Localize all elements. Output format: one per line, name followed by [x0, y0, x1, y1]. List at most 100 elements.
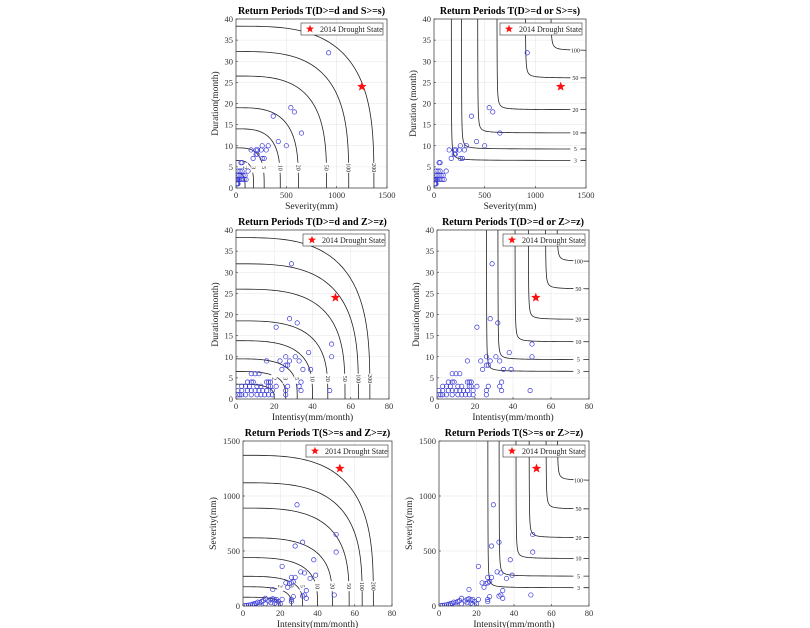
legend: 2014 Drought State: [305, 444, 389, 458]
drought-2014-star-icon: [357, 81, 367, 91]
svg-text:25: 25: [423, 77, 432, 87]
contour-line-3: [487, 441, 589, 589]
svg-text:20: 20: [426, 310, 435, 320]
svg-text:1500: 1500: [223, 436, 240, 446]
svg-text:60: 60: [347, 401, 356, 411]
chart-title: Return Periods T(S>=s or Z>=z): [445, 428, 584, 439]
contour-line-5: [461, 19, 586, 150]
svg-text:2: 2: [270, 377, 276, 380]
svg-text:5: 5: [430, 373, 434, 383]
chart-title: Return Periods T(S>=s and Z>=z): [245, 428, 390, 439]
observed-droughts: [439, 502, 536, 606]
drought-2014-star-icon: [330, 292, 341, 302]
svg-text:5: 5: [427, 162, 431, 172]
svg-text:10: 10: [276, 165, 282, 171]
legend: 2014 Drought State: [502, 233, 586, 247]
legend: 2014 Drought State: [302, 233, 386, 247]
svg-text:2: 2: [241, 166, 247, 169]
svg-text:5: 5: [577, 574, 580, 580]
svg-text:40: 40: [308, 401, 317, 411]
svg-text:0: 0: [234, 401, 238, 411]
x-axis-label: Intensity(mm/month): [277, 619, 358, 628]
svg-text:25: 25: [225, 77, 234, 87]
svg-text:25: 25: [426, 288, 435, 298]
svg-text:50: 50: [341, 376, 347, 382]
legend-star-icon: [508, 446, 516, 455]
svg-text:0: 0: [234, 190, 238, 200]
contour-labels: 3 5 10 20 50 100: [573, 477, 584, 592]
svg-text:0: 0: [437, 608, 441, 618]
tick-labels: 0 20 40 60 80 0 500 1000 1500: [419, 436, 593, 618]
svg-text:60: 60: [351, 608, 360, 618]
svg-text:20: 20: [276, 608, 285, 618]
contour-lines: [236, 25, 375, 188]
contour-line-5: [497, 230, 589, 360]
svg-text:1000: 1000: [419, 491, 436, 501]
svg-text:30: 30: [423, 56, 432, 66]
svg-text:100: 100: [354, 374, 360, 383]
x-axis-label: Severity(mm): [285, 201, 338, 212]
contour-line-10: [477, 19, 586, 134]
svg-text:0: 0: [236, 601, 240, 611]
y-axis-label: Duration(month): [210, 282, 221, 346]
legend-label: 2014 Drought State: [522, 447, 585, 456]
svg-text:80: 80: [585, 608, 594, 618]
svg-text:40: 40: [510, 608, 519, 618]
svg-text:0: 0: [229, 394, 233, 404]
svg-text:40: 40: [423, 14, 432, 24]
svg-text:20: 20: [472, 608, 481, 618]
drought-2014-star-icon: [531, 292, 541, 302]
svg-text:15: 15: [225, 120, 234, 130]
svg-text:15: 15: [426, 331, 435, 341]
svg-text:15: 15: [225, 331, 234, 341]
contour-line-10: [236, 128, 281, 188]
svg-text:35: 35: [225, 35, 234, 45]
y-axis-label: Duration(month): [210, 71, 221, 135]
svg-text:35: 35: [423, 35, 432, 45]
svg-text:1000: 1000: [328, 190, 345, 200]
svg-text:500: 500: [280, 190, 293, 200]
x-axis-label: Intensity(mm/month): [473, 619, 554, 628]
svg-text:10: 10: [576, 557, 582, 563]
svg-text:60: 60: [547, 608, 556, 618]
contour-line-10: [514, 230, 589, 343]
x-axis-label: Severity(mm): [484, 201, 537, 212]
svg-text:5: 5: [260, 166, 266, 169]
svg-text:40: 40: [426, 225, 435, 235]
legend-star-icon: [508, 235, 516, 244]
legend-star-icon: [306, 24, 314, 33]
svg-text:80: 80: [385, 401, 394, 411]
contour-labels: 2 3 5 10 20 50 100 200: [276, 581, 377, 592]
observed-droughts: [236, 261, 335, 398]
svg-text:5: 5: [299, 585, 305, 588]
chart-title: Return Periods T(D>=d and S>=s): [238, 6, 385, 17]
svg-text:20: 20: [575, 318, 581, 324]
svg-text:5: 5: [293, 377, 299, 380]
svg-text:15: 15: [423, 120, 432, 130]
svg-text:25: 25: [225, 288, 234, 298]
contour-line-20: [243, 537, 333, 606]
svg-text:3: 3: [577, 370, 580, 376]
svg-text:40: 40: [313, 608, 322, 618]
x-axis-label: Intentisy(mm/month): [272, 412, 353, 423]
svg-text:50: 50: [323, 165, 329, 171]
contour-labels: 3 5 10 20 50 100: [573, 258, 584, 376]
svg-text:500: 500: [478, 190, 491, 200]
svg-text:20: 20: [270, 401, 279, 411]
legend: 2014 Drought State: [502, 444, 586, 458]
svg-text:40: 40: [225, 14, 234, 24]
svg-text:40: 40: [509, 401, 518, 411]
contour-line-50: [236, 75, 327, 188]
contour-line-10: [515, 441, 589, 559]
legend-label: 2014 Drought State: [325, 447, 388, 456]
svg-text:5: 5: [229, 373, 233, 383]
svg-text:35: 35: [426, 246, 435, 256]
svg-text:10: 10: [309, 376, 315, 382]
svg-text:0: 0: [427, 183, 431, 193]
svg-text:20: 20: [471, 401, 480, 411]
